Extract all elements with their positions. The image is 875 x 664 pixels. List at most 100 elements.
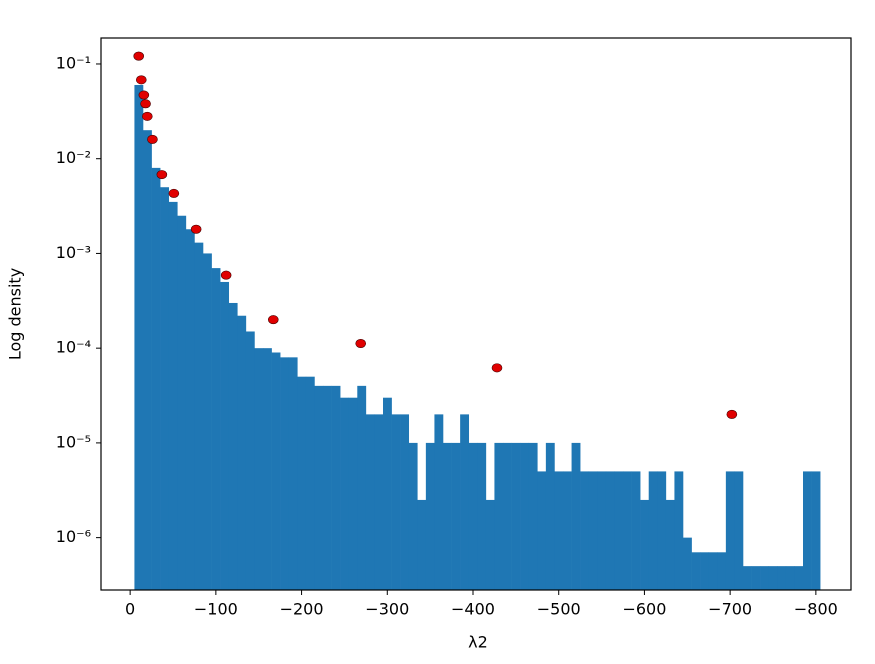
y-tick-label: 10⁻⁴: [56, 338, 91, 357]
x-tick-label: −600: [622, 600, 666, 619]
histogram-bar: [760, 566, 770, 590]
y-axis-label: Log density: [6, 268, 25, 360]
histogram-bar: [425, 442, 435, 590]
histogram-bar: [640, 499, 650, 590]
y-tick-label: 10⁻⁵: [56, 432, 91, 451]
y-tick-label: 10⁻³: [56, 243, 91, 262]
histogram-bar: [811, 471, 821, 590]
histogram-bar: [263, 348, 272, 590]
histogram-bar: [717, 552, 727, 590]
histogram-bar: [683, 537, 692, 590]
y-tick-label: 10⁻²: [56, 148, 91, 167]
x-tick-label: −100: [194, 600, 238, 619]
point: [168, 188, 180, 198]
histogram-bar: [185, 229, 195, 590]
histogram-bar: [511, 442, 521, 590]
histogram-bar: [588, 471, 598, 590]
histogram-bar: [220, 281, 230, 590]
histogram-bar: [151, 167, 161, 590]
histogram-bar: [571, 442, 581, 590]
histogram-bar: [580, 471, 590, 590]
histogram-bar: [305, 376, 315, 590]
histogram-bar: [177, 215, 187, 590]
histogram-bar: [134, 84, 144, 590]
point: [156, 170, 168, 180]
x-tick-label: −300: [365, 600, 409, 619]
histogram-bar: [160, 187, 170, 590]
histogram-bar: [725, 471, 735, 590]
histogram-bar: [288, 357, 298, 590]
point: [355, 339, 367, 349]
histogram-bar: [751, 566, 761, 590]
histogram-bar: [168, 201, 178, 591]
histogram-bar: [648, 471, 658, 590]
x-tick-label: −800: [794, 600, 838, 619]
x-tick-label: −500: [537, 600, 581, 619]
point: [267, 315, 279, 325]
histogram-bar: [708, 552, 718, 590]
histogram-bar: [691, 552, 701, 590]
histogram-bar: [623, 471, 632, 590]
histogram-bar: [803, 471, 812, 590]
histogram-bar: [563, 471, 572, 590]
histogram-bar: [528, 442, 538, 590]
point: [138, 90, 150, 100]
histogram-bar: [743, 566, 752, 590]
point: [141, 111, 153, 121]
histogram-bar: [391, 414, 401, 590]
point: [190, 224, 202, 234]
histogram-bar: [674, 471, 684, 590]
point: [147, 134, 158, 144]
histogram-bar: [254, 348, 264, 590]
histogram-bar: [245, 331, 255, 590]
point: [220, 270, 232, 280]
histogram-bar: [494, 442, 504, 590]
histogram-bar: [520, 442, 530, 590]
histogram-bar: [143, 130, 152, 590]
histogram-bar: [365, 414, 375, 590]
histogram-bar: [237, 315, 247, 590]
histogram-bar: [485, 499, 495, 590]
histogram-bar: [468, 442, 478, 590]
point: [726, 409, 738, 419]
histogram-bar: [605, 471, 615, 590]
y-tick-label: 10⁻¹: [56, 53, 91, 72]
histogram-bar: [777, 566, 787, 590]
histogram-bar: [194, 242, 204, 590]
histogram-bar: [545, 442, 555, 590]
x-tick-label: −400: [451, 600, 495, 619]
histogram-bar: [280, 357, 290, 590]
histogram-bar: [271, 352, 281, 590]
histogram-bar: [348, 397, 358, 590]
histogram-bar: [434, 414, 444, 590]
plot-frame: [100, 37, 852, 591]
histogram-bar: [228, 302, 238, 590]
histogram-bar: [314, 385, 324, 590]
y-tick-label: 10⁻⁶: [56, 527, 91, 546]
histogram-bar: [734, 471, 744, 590]
histogram-bar: [665, 499, 675, 590]
x-axis-label: λ2: [468, 633, 488, 652]
x-tick-label: −700: [708, 600, 752, 619]
histogram-bar: [451, 442, 461, 590]
histogram-bar: [597, 471, 607, 590]
histogram-bar: [477, 442, 487, 590]
histogram-bar: [331, 385, 341, 590]
histogram-bar: [785, 566, 795, 590]
point: [140, 99, 151, 109]
histogram-bar: [537, 471, 547, 590]
histogram-bar: [340, 397, 350, 590]
histogram-bar: [374, 414, 384, 590]
histogram-bar: [408, 442, 418, 590]
histogram-bar: [297, 376, 307, 590]
histogram-bar: [614, 471, 624, 590]
histogram-bar: [554, 471, 564, 590]
histogram-bar: [357, 385, 367, 590]
histogram-bar: [768, 566, 778, 590]
histogram-bar: [383, 397, 392, 590]
point: [133, 51, 145, 61]
histogram-bar: [203, 253, 212, 591]
histogram-bar: [700, 552, 710, 590]
point: [491, 363, 503, 373]
